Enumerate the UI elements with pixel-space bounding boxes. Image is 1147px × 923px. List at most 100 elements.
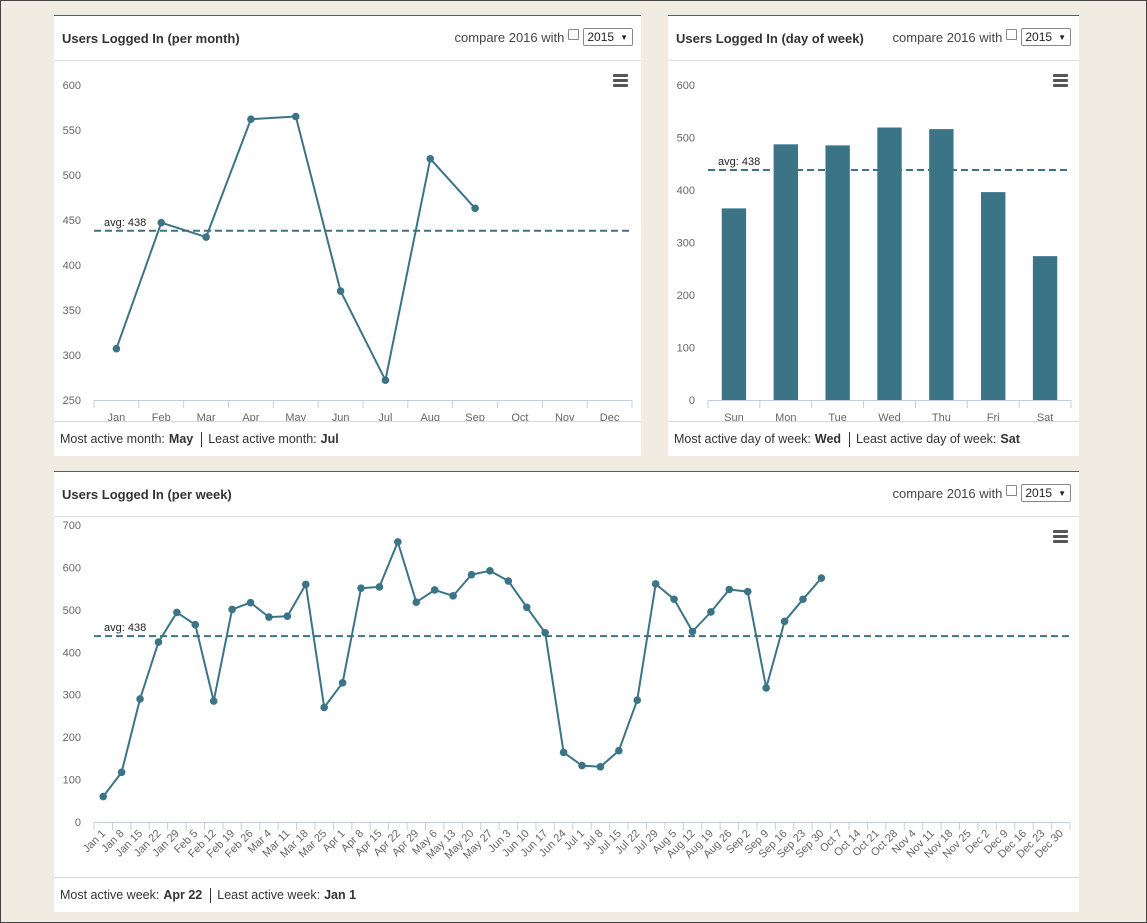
y-tick-label: 250 xyxy=(63,395,81,407)
data-point xyxy=(707,608,715,616)
compare-checkbox[interactable] xyxy=(1006,28,1018,40)
data-point xyxy=(430,586,439,594)
panel-title: Users Logged In (per week) xyxy=(62,487,232,502)
data-point xyxy=(283,612,292,621)
y-tick-label: 400 xyxy=(63,260,81,272)
data-point xyxy=(449,592,457,600)
x-tick-label: Apr xyxy=(242,412,259,421)
compare-label: compare 2016 with xyxy=(892,29,1003,45)
data-point xyxy=(688,627,697,636)
bar xyxy=(877,127,902,401)
data-point xyxy=(112,344,121,353)
data-point xyxy=(247,115,255,123)
least-active-value: Jan 1 xyxy=(324,888,357,902)
data-point xyxy=(338,679,347,687)
series-line xyxy=(102,541,823,798)
hamburger-menu-icon[interactable] xyxy=(613,74,628,87)
data-point xyxy=(412,598,421,607)
compare-year-value: 2015 xyxy=(587,30,615,44)
data-point xyxy=(817,574,826,582)
data-point xyxy=(209,697,218,705)
most-active-value: Wed xyxy=(814,432,842,446)
data-point xyxy=(471,204,479,213)
data-point xyxy=(336,287,345,295)
compare-year-select[interactable]: 2015 ▼ xyxy=(583,28,633,46)
y-tick-label: 450 xyxy=(63,215,81,227)
x-tick-label: Wed xyxy=(878,412,900,421)
chevron-down-icon: ▼ xyxy=(1058,32,1066,42)
bar xyxy=(1032,256,1058,400)
data-point xyxy=(381,376,390,385)
data-point xyxy=(375,583,384,591)
panel-header: Users Logged In (day of week) compare 20… xyxy=(668,16,1079,61)
compare-label: compare 2016 with xyxy=(892,485,1003,501)
compare-checkbox[interactable] xyxy=(568,28,580,40)
data-point xyxy=(559,748,568,757)
average-label: avg: 438 xyxy=(718,156,760,168)
hamburger-menu-icon[interactable] xyxy=(1053,530,1068,543)
data-point xyxy=(117,768,126,777)
data-point xyxy=(99,792,108,801)
y-tick-label: 200 xyxy=(63,732,81,744)
data-point xyxy=(173,608,181,617)
x-tick-label: Jul xyxy=(378,412,392,421)
y-tick-label: 0 xyxy=(689,395,695,407)
x-tick-label: Jan xyxy=(108,412,126,421)
least-active-value: Jul xyxy=(320,432,339,446)
series-line xyxy=(115,115,476,382)
bar xyxy=(825,145,850,400)
panel-day-of-week: Users Logged In (day of week) compare 20… xyxy=(668,15,1079,456)
chart-per-month: 250 300 350 400 450 500 550 600 Jan Feb Mar Apr May J… xyxy=(63,80,633,421)
y-tick-label: 600 xyxy=(63,562,81,574)
x-tick-label: Jun xyxy=(332,412,350,421)
y-tick-label: 700 xyxy=(63,520,81,532)
compare-checkbox[interactable] xyxy=(1006,484,1018,496)
x-tick-label: Sun xyxy=(724,412,744,421)
bar xyxy=(929,129,954,400)
y-tick-label: 500 xyxy=(677,133,695,145)
data-point xyxy=(486,567,494,575)
footer-divider xyxy=(210,887,212,903)
x-tick-label: May xyxy=(285,412,306,421)
data-point xyxy=(265,613,273,621)
most-active-label: Most active month: xyxy=(60,432,165,446)
x-tick-label: Dec xyxy=(600,412,620,421)
x-tick-label: Thu xyxy=(932,412,951,421)
average-label: avg: 438 xyxy=(104,217,146,229)
bar xyxy=(981,192,1006,400)
data-point xyxy=(301,580,310,589)
compare-year-select[interactable]: 2015 ▼ xyxy=(1021,484,1071,502)
compare-control: compare 2016 with 2015 ▼ xyxy=(455,28,633,46)
data-point xyxy=(467,570,476,579)
data-point xyxy=(799,595,807,604)
data-point xyxy=(357,584,365,593)
data-point xyxy=(651,580,660,588)
y-tick-label: 300 xyxy=(63,350,81,362)
hamburger-menu-icon[interactable] xyxy=(1053,74,1068,87)
y-tick-label: 500 xyxy=(63,170,81,182)
most-active-value: May xyxy=(168,432,194,446)
data-point xyxy=(291,112,300,121)
data-point xyxy=(633,696,642,705)
data-point xyxy=(762,684,770,692)
x-tick-label: Sat xyxy=(1037,412,1054,421)
y-tick-label: 600 xyxy=(677,80,695,92)
x-tick-label: Aug xyxy=(420,412,440,421)
least-active-value: Sat xyxy=(1000,432,1020,446)
least-active-label: Least active month: xyxy=(208,432,317,446)
y-tick-label: 500 xyxy=(63,605,81,617)
panel-title: Users Logged In (day of week) xyxy=(676,31,864,46)
y-tick-label: 300 xyxy=(677,238,695,250)
data-point xyxy=(578,761,586,770)
x-tick-label: Mon xyxy=(775,412,796,421)
x-tick-label: Mar xyxy=(197,412,216,421)
data-point xyxy=(202,233,210,241)
bar xyxy=(773,144,798,400)
y-tick-label: 600 xyxy=(63,80,81,92)
x-tick-label: Feb xyxy=(152,412,171,421)
compare-year-value: 2015 xyxy=(1025,30,1053,44)
compare-year-select[interactable]: 2015 ▼ xyxy=(1021,28,1071,46)
data-point xyxy=(154,638,163,646)
y-tick-label: 400 xyxy=(677,185,695,197)
